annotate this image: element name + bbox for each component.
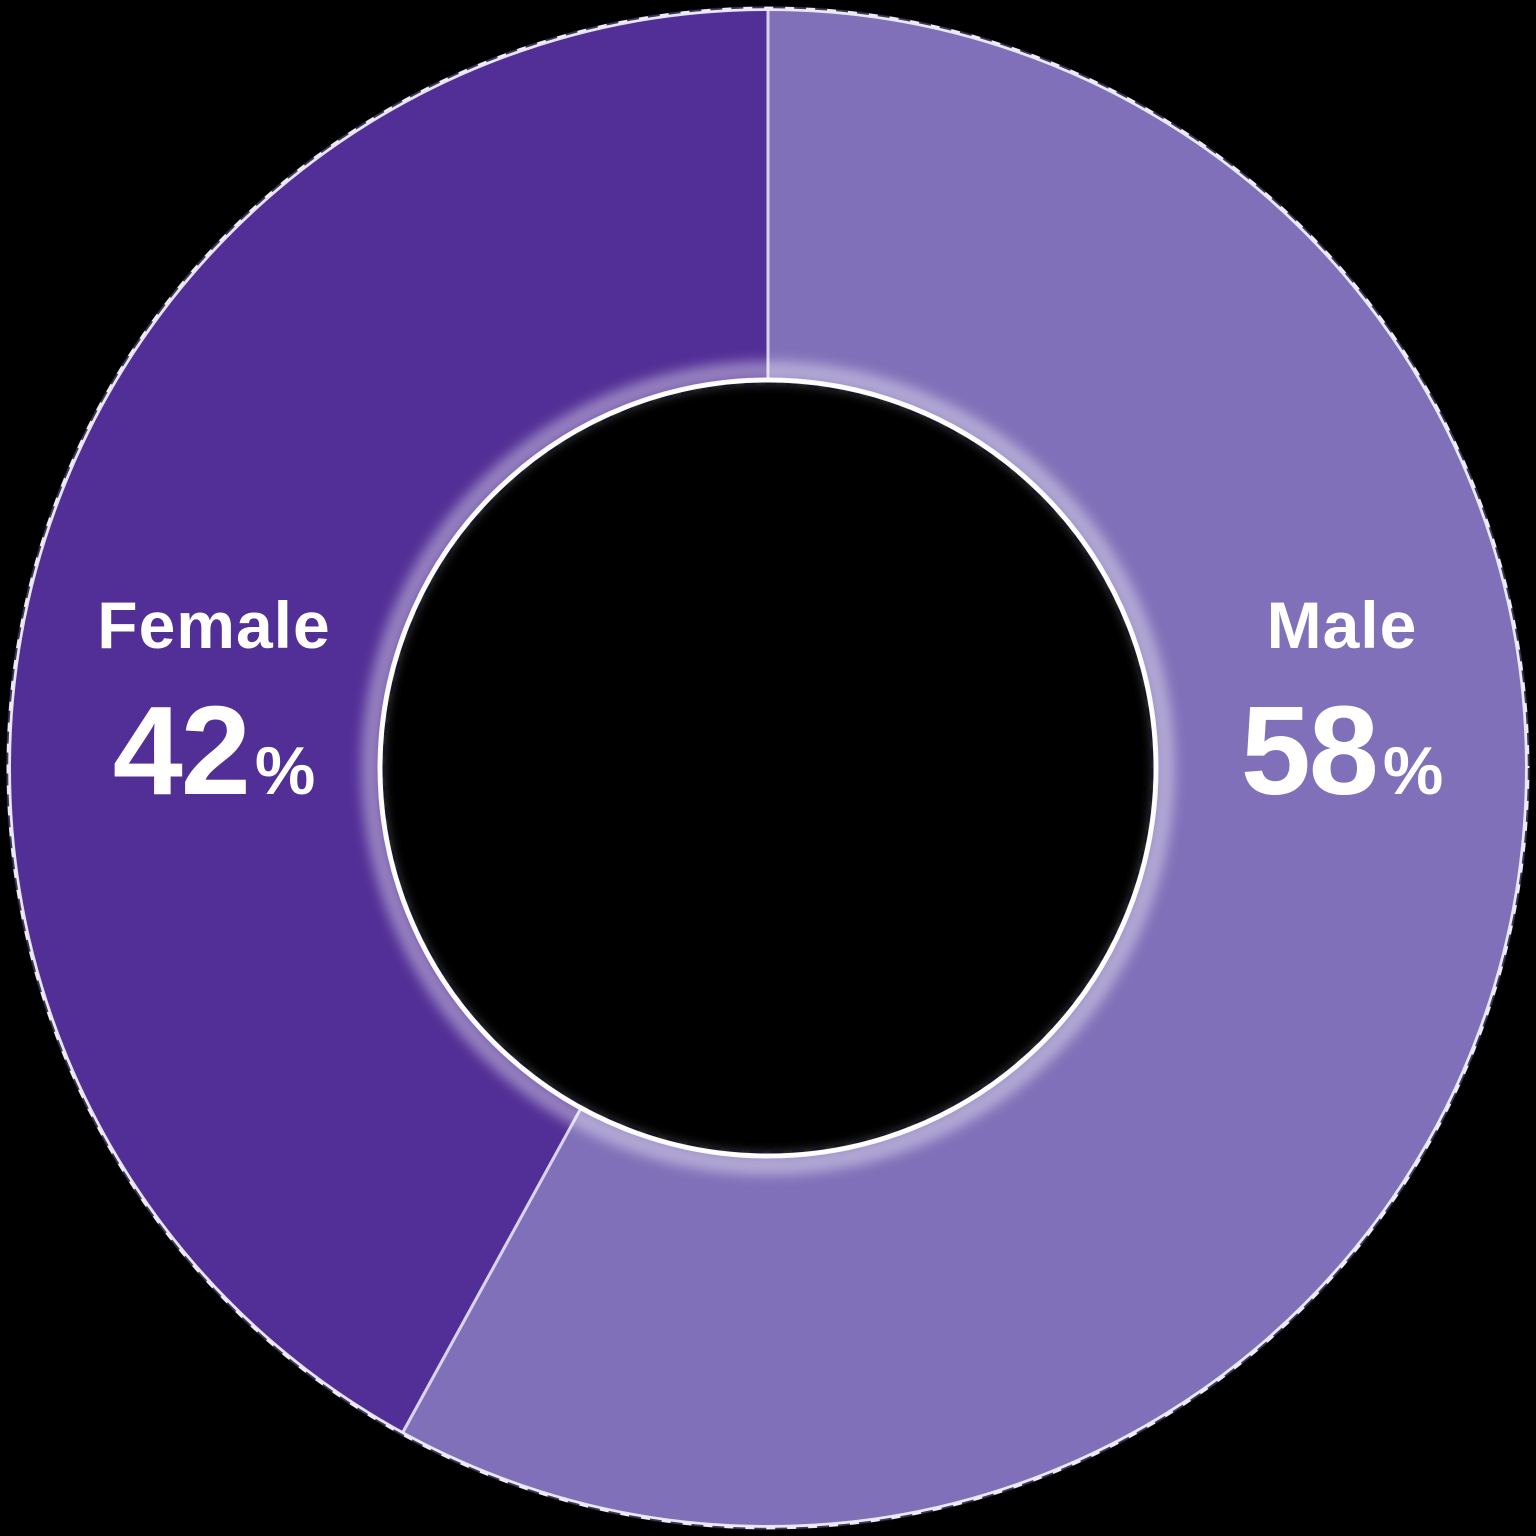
inner-edge-ring [377,377,1159,1159]
outer-edge-ring [7,7,1529,1529]
outer-dash-ring [5,5,1531,1531]
male-value-row: 58% [1228,688,1456,814]
female-value-row: 42% [58,688,370,814]
inner-glow-ring [361,361,1175,1175]
female-percent-sign: % [254,733,316,809]
inner-dash-ring [382,382,1154,1154]
male-percent-sign: % [1382,733,1444,809]
female-label: Female [97,588,331,662]
male-slice-label-group: Male 58% [1228,592,1456,814]
female-value: 42 [112,680,251,821]
male-label: Male [1266,588,1418,662]
female-slice-label-group: Female 42% [58,592,370,814]
male-value: 58 [1240,680,1379,821]
